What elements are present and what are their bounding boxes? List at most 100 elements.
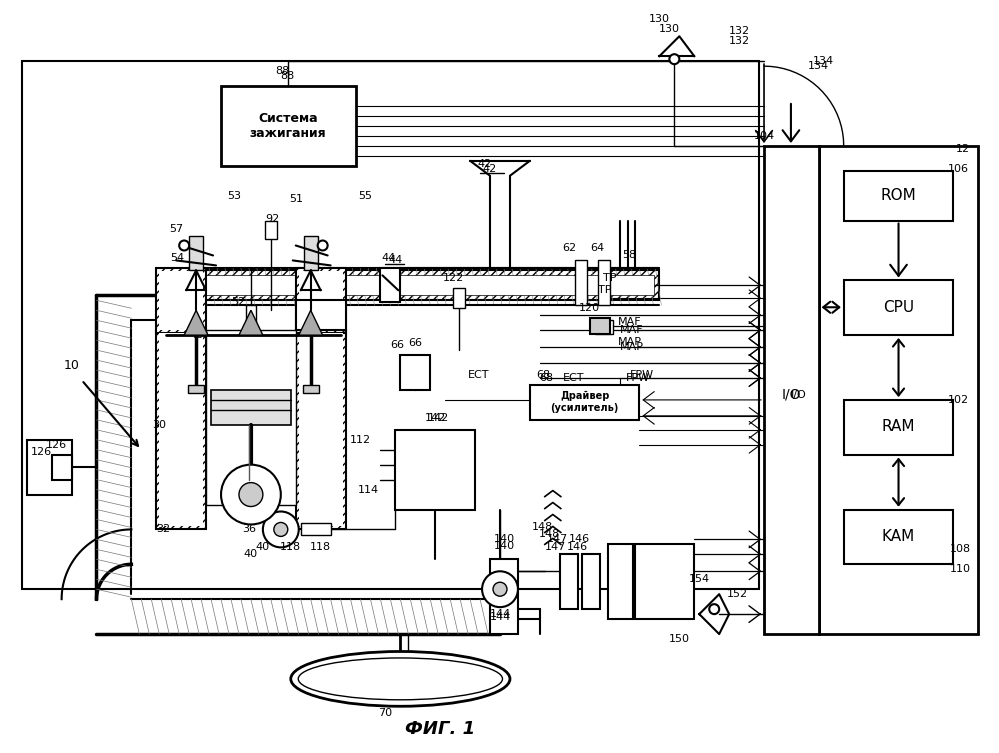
Ellipse shape	[291, 651, 509, 706]
Text: 66: 66	[391, 340, 405, 350]
Text: 42: 42	[483, 163, 498, 174]
Text: 146: 146	[569, 535, 590, 544]
Text: 134: 134	[813, 56, 834, 66]
Text: 147: 147	[547, 535, 568, 544]
Text: 42: 42	[478, 159, 493, 169]
Bar	[819, 146, 978, 634]
Text: 51: 51	[289, 194, 303, 203]
Text: 40: 40	[244, 550, 258, 559]
Text: 36: 36	[242, 524, 256, 535]
Text: 68: 68	[538, 373, 552, 383]
Polygon shape	[184, 310, 208, 335]
Text: ROM: ROM	[881, 188, 916, 203]
Text: 130: 130	[649, 14, 670, 24]
Text: 64: 64	[590, 243, 604, 254]
Bar	[296, 268, 346, 333]
Text: 150: 150	[669, 634, 690, 644]
Bar	[188, 385, 204, 393]
Text: 140: 140	[494, 541, 514, 551]
Text: 146: 146	[567, 542, 588, 553]
Text: TP: TP	[602, 273, 616, 283]
Bar	[607, 544, 632, 619]
Bar	[491, 559, 517, 634]
Text: 53: 53	[227, 191, 241, 200]
Text: 10: 10	[64, 358, 80, 371]
Text: MAF: MAF	[619, 325, 643, 335]
Bar	[156, 268, 206, 333]
Bar	[159, 333, 203, 526]
Ellipse shape	[299, 658, 502, 700]
Text: ECT: ECT	[562, 373, 584, 383]
Text: 102: 102	[948, 395, 969, 405]
Circle shape	[263, 511, 299, 547]
Bar	[196, 270, 659, 300]
Bar	[159, 271, 203, 330]
Text: 108: 108	[950, 544, 971, 554]
Bar	[589, 319, 609, 334]
Text: 142: 142	[425, 413, 446, 423]
Text: 44: 44	[382, 254, 396, 264]
Bar	[52, 455, 72, 480]
Text: 142: 142	[428, 413, 449, 423]
Bar	[401, 355, 431, 390]
Text: 68: 68	[535, 370, 549, 380]
Bar	[844, 510, 953, 564]
Bar	[381, 268, 401, 302]
Bar	[211, 390, 291, 425]
Bar	[201, 276, 654, 295]
Bar	[156, 330, 206, 529]
Bar	[296, 300, 346, 330]
Bar	[27, 440, 72, 495]
Text: MAF: MAF	[617, 317, 641, 328]
Bar	[844, 280, 953, 335]
Text: FPW: FPW	[629, 370, 653, 380]
Bar	[844, 400, 953, 455]
Text: I/O: I/O	[781, 388, 800, 402]
Text: 66: 66	[409, 338, 423, 348]
Text: 120: 120	[579, 303, 600, 313]
Circle shape	[318, 240, 328, 251]
Text: Драйвер
(усилитель): Драйвер (усилитель)	[550, 391, 618, 413]
Text: 54: 54	[170, 254, 184, 264]
Text: FPW: FPW	[625, 373, 649, 383]
Text: 70: 70	[379, 708, 393, 718]
Text: 144: 144	[490, 609, 510, 619]
Bar	[304, 236, 318, 270]
Bar	[844, 171, 953, 221]
Text: 114: 114	[358, 485, 379, 495]
Text: 32: 32	[156, 524, 170, 535]
Text: 44: 44	[389, 255, 403, 265]
Text: 152: 152	[726, 589, 747, 599]
Bar	[396, 430, 476, 510]
Bar	[301, 523, 331, 535]
Bar	[764, 146, 819, 634]
Circle shape	[483, 572, 517, 607]
Text: 88: 88	[281, 71, 295, 81]
Circle shape	[179, 240, 189, 251]
Text: 88: 88	[276, 66, 290, 76]
Bar	[206, 330, 296, 505]
Text: 132: 132	[728, 36, 749, 46]
Circle shape	[709, 604, 719, 614]
Text: 132: 132	[728, 26, 749, 36]
Text: MAP: MAP	[617, 337, 641, 347]
Bar	[246, 305, 256, 330]
Text: 104: 104	[753, 131, 774, 141]
Text: 52: 52	[231, 297, 245, 307]
Text: 62: 62	[562, 243, 576, 254]
Circle shape	[274, 523, 288, 536]
Circle shape	[239, 483, 263, 507]
Text: 30: 30	[152, 420, 166, 430]
Bar	[189, 236, 203, 270]
Text: TP: TP	[597, 285, 611, 295]
Bar	[594, 320, 612, 334]
Bar	[634, 544, 694, 619]
Circle shape	[494, 582, 506, 596]
Text: 130: 130	[659, 24, 680, 35]
Text: 148: 148	[539, 529, 560, 539]
Bar	[559, 554, 577, 609]
Text: 110: 110	[950, 564, 971, 575]
Text: 126: 126	[46, 440, 67, 450]
Text: 144: 144	[490, 612, 510, 622]
Bar	[221, 86, 356, 166]
